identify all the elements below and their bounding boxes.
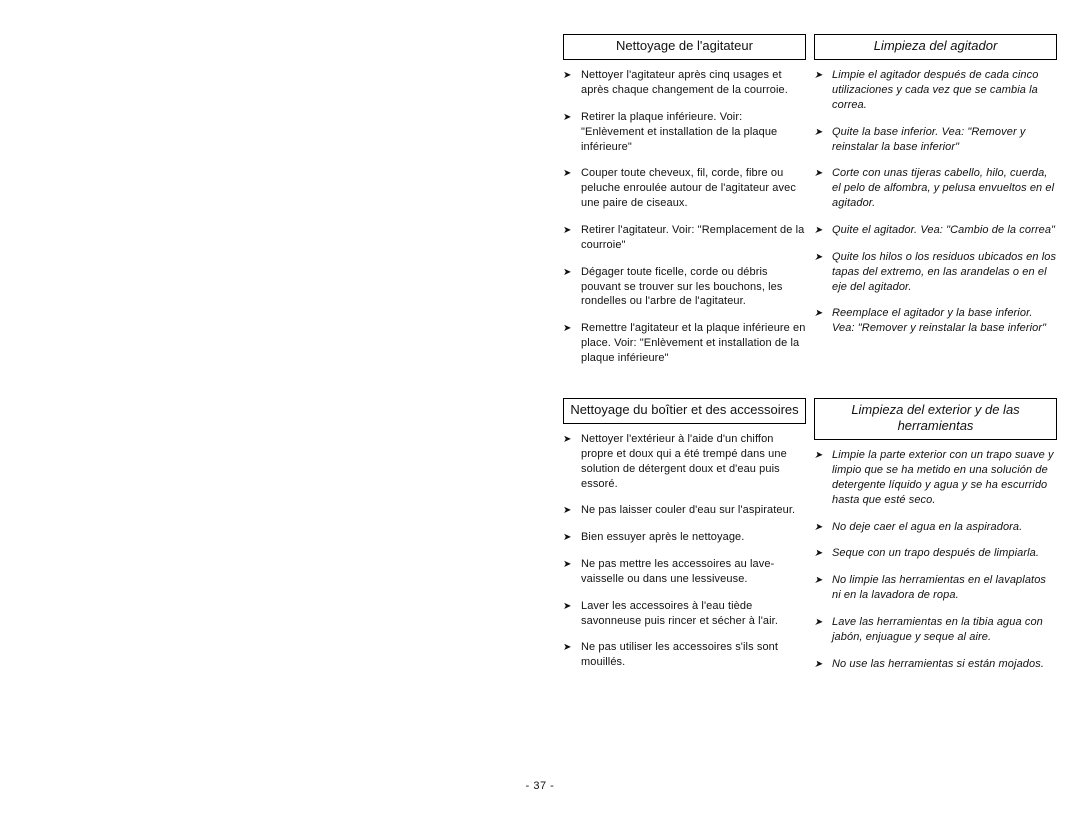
section-agitator: Nettoyage de l'agitateur Nettoyer l'agit…: [563, 34, 1057, 378]
list-item: Reemplace el agitador y la base inferior…: [814, 306, 1057, 336]
list-item: Lave las herramientas en la tibia agua c…: [814, 615, 1057, 645]
list-item: Ne pas laisser couler d'eau sur l'aspira…: [563, 503, 806, 518]
list-item: Quite los hilos o los residuos ubicados …: [814, 250, 1057, 295]
list-item: Remettre l'agitateur et la plaque inféri…: [563, 321, 806, 366]
list-item: Ne pas utiliser les accessoires s'ils so…: [563, 640, 806, 670]
list-item: Quite la base inferior. Vea: "Remover y …: [814, 125, 1057, 155]
list-item: Retirer la plaque inférieure. Voir: "Enl…: [563, 110, 806, 155]
heading-es-agitator: Limpieza del agitador: [814, 34, 1057, 60]
list-es-agitator: Limpie el agitador después de cada cinco…: [814, 68, 1057, 336]
list-item: Seque con un trapo después de limpiarla.: [814, 546, 1057, 561]
list-item: Nettoyer l'extérieur à l'aide d'un chiff…: [563, 432, 806, 491]
page-number: - 37 -: [0, 780, 1080, 792]
list-item: Limpie la parte exterior con un trapo su…: [814, 448, 1057, 507]
heading-fr-housing: Nettoyage du boîtier et des accessoires: [563, 398, 806, 424]
col-french: Nettoyage de l'agitateur Nettoyer l'agit…: [563, 34, 806, 378]
col-spanish: Limpieza del exterior y de las herramien…: [814, 398, 1057, 684]
list-item: Bien essuyer après le nettoyage.: [563, 530, 806, 545]
list-item: No limpie las herramientas en el lavapla…: [814, 573, 1057, 603]
heading-fr-agitator: Nettoyage de l'agitateur: [563, 34, 806, 60]
page-content: Nettoyage de l'agitateur Nettoyer l'agit…: [563, 34, 1057, 704]
list-item: Quite el agitador. Vea: "Cambio de la co…: [814, 223, 1057, 238]
list-item: Nettoyer l'agitateur après cinq usages e…: [563, 68, 806, 98]
list-item: Ne pas mettre les accessoires au lave-va…: [563, 557, 806, 587]
col-french: Nettoyage du boîtier et des accessoires …: [563, 398, 806, 684]
list-item: Laver les accessoires à l'eau tiède savo…: [563, 599, 806, 629]
list-es-housing: Limpie la parte exterior con un trapo su…: [814, 448, 1057, 671]
section-housing: Nettoyage du boîtier et des accessoires …: [563, 398, 1057, 684]
list-item: No use las herramientas si están mojados…: [814, 657, 1057, 672]
list-item: Corte con unas tijeras cabello, hilo, cu…: [814, 166, 1057, 211]
col-spanish: Limpieza del agitador Limpie el agitador…: [814, 34, 1057, 378]
list-item: Limpie el agitador después de cada cinco…: [814, 68, 1057, 113]
list-item: Couper toute cheveux, fil, corde, fibre …: [563, 166, 806, 211]
list-fr-agitator: Nettoyer l'agitateur après cinq usages e…: [563, 68, 806, 366]
list-item: Dégager toute ficelle, corde ou débris p…: [563, 265, 806, 310]
list-item: No deje caer el agua en la aspiradora.: [814, 520, 1057, 535]
list-fr-housing: Nettoyer l'extérieur à l'aide d'un chiff…: [563, 432, 806, 670]
list-item: Retirer l'agitateur. Voir: "Remplacement…: [563, 223, 806, 253]
heading-es-housing: Limpieza del exterior y de las herramien…: [814, 398, 1057, 441]
